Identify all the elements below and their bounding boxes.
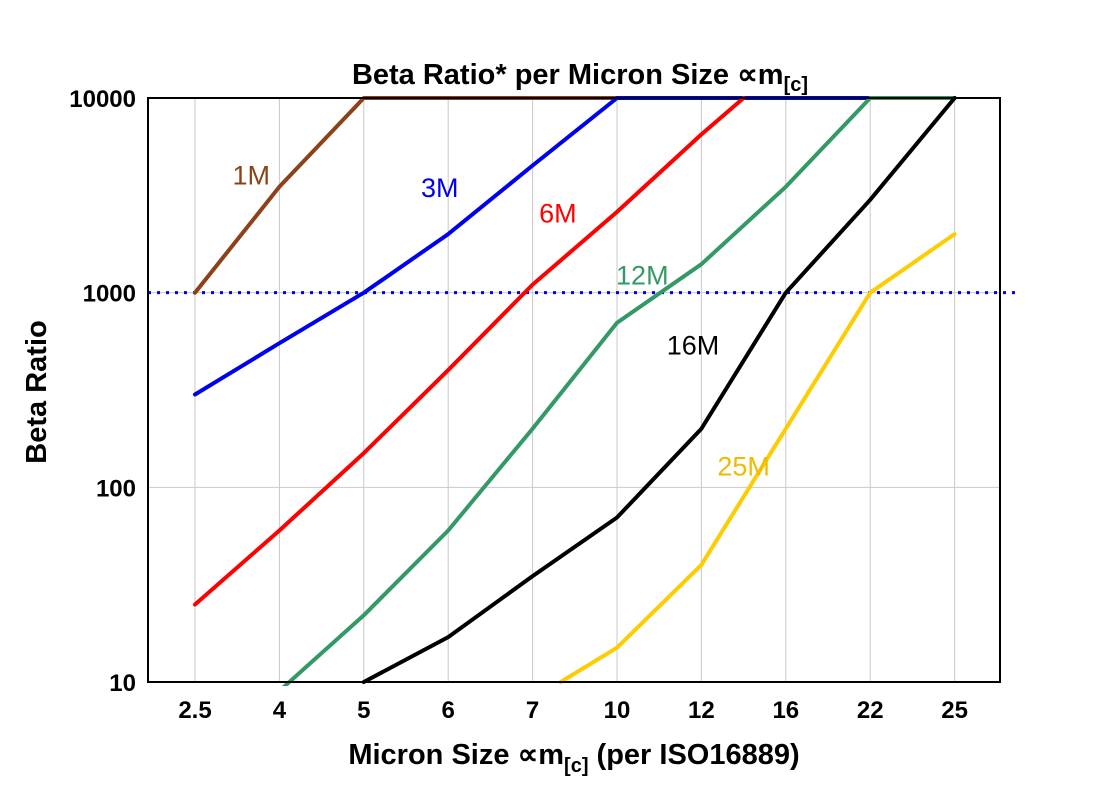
plot-border (147, 97, 1001, 683)
series-label-3M: 3M (421, 173, 459, 203)
series-label-12M: 12M (616, 261, 669, 291)
x-tick-label: 16 (772, 697, 799, 724)
x-tick-label: 7 (526, 697, 539, 724)
series-line-16M (361, 96, 957, 684)
x-axis-title-suffix: (per ISO16889) (589, 739, 800, 771)
x-tick-label: 22 (857, 697, 884, 724)
x-tick-label: 10 (604, 697, 631, 724)
y-tick-label: 100 (96, 475, 136, 502)
x-axis-title-main: Micron Size ∝m (348, 739, 564, 771)
series-line-6M (193, 96, 746, 607)
x-tick-label: 2.5 (178, 697, 211, 724)
x-axis-title-subscript: [c] (564, 755, 588, 777)
x-tick-label: 5 (357, 697, 370, 724)
y-tick-label: 10000 (69, 86, 136, 113)
x-tick-label: 4 (273, 697, 287, 724)
series-line-12M (281, 96, 957, 686)
x-tick-label: 6 (442, 697, 455, 724)
x-tick-label: 12 (688, 697, 715, 724)
series-label-16M: 16M (667, 331, 720, 361)
series-label-25M: 25M (717, 452, 770, 482)
series-label-6M: 6M (539, 198, 577, 228)
chart-title-subscript: [c] (784, 74, 808, 96)
gridlines-layer (148, 98, 1000, 682)
x-tick-label: 25 (941, 697, 968, 724)
series-labels-layer: 1M 3M 6M 12M 16M 25M (233, 160, 770, 481)
series-line-25M (558, 232, 957, 684)
tick-labels-layer: 2.5 4 5 6 7 10 12 16 22 25 10 100 1000 10000 (69, 86, 968, 724)
series-label-1M: 1M (233, 160, 271, 190)
y-tick-label: 10 (109, 670, 136, 697)
chart-title-main: Beta Ratio* per Micron Size ∝m (352, 59, 784, 91)
y-axis-title: Beta Ratio (21, 320, 53, 463)
chart-title: Beta Ratio* per Micron Size ∝m[c] (352, 59, 808, 96)
y-tick-label: 1000 (83, 281, 136, 308)
x-axis-title: Micron Size ∝m[c] (per ISO16889) (348, 739, 799, 777)
